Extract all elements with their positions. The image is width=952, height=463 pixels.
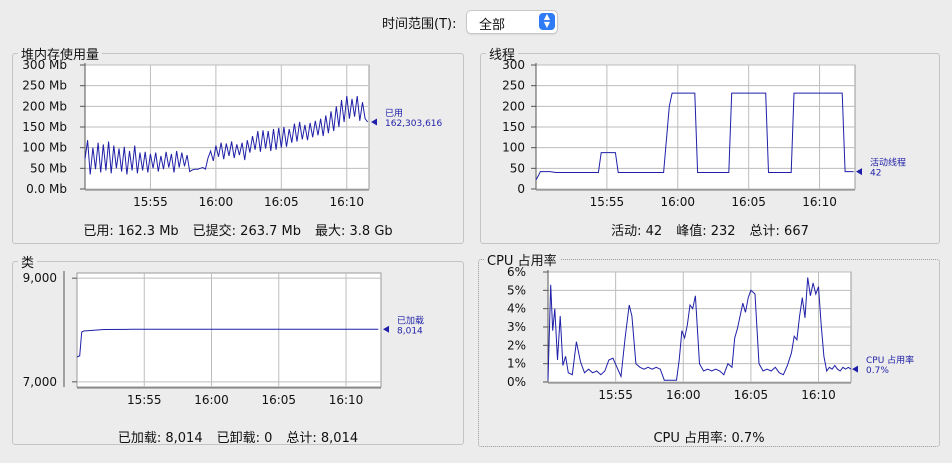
threads-series-line — [535, 92, 854, 181]
classes-x-tick-label: 16:10 — [329, 393, 364, 407]
heap-y-tick-label: 200 Mb — [22, 99, 67, 113]
cpu-x-tick-label: 15:55 — [598, 388, 633, 402]
heap-memory-chart: 0.0 Mb 50 Mb 100 Mb 150 Mb 200 Mb 250 Mb 300 M… — [22, 58, 443, 209]
cpu-panel-title: CPU 占用率 — [487, 254, 557, 269]
classes-total-text: 总计: 8,014 — [286, 431, 359, 446]
heap-x-tick-label: 15:55 — [133, 195, 168, 209]
toolbar: 时间范围(T): 全部 ▲ ▼ — [0, 0, 952, 40]
threads-marker-value: 42 — [870, 169, 881, 179]
heap-y-tick-label: 0.0 Mb — [26, 182, 67, 196]
updown-chevron-icon: ▲ ▼ — [539, 13, 555, 30]
heap-x-tick-label: 16:00 — [199, 195, 234, 209]
threads-chart: 0 50 100 150 200 250 300 15:55 16:00 16:05 16:10 活动… — [502, 58, 906, 209]
heap-x-tick-label: 16:10 — [329, 195, 364, 209]
cpu-marker-label: CPU 占用率 — [866, 354, 914, 366]
cpu-x-tick-label: 16:10 — [801, 388, 836, 402]
heap-committed-text: 已提交: 263.7 Mb — [192, 224, 302, 239]
cpu-series-line — [547, 277, 852, 381]
cpu-usage-chart: 0% 1% 2% 3% 4% 5% 6% 15:55 16:00 16:05 16:10 CPU 占用… — [507, 265, 914, 402]
classes-plot-area — [76, 272, 382, 388]
threads-panel-title: 线程 — [489, 48, 516, 63]
time-range-select[interactable]: 全部 ▲ ▼ — [466, 10, 558, 34]
cpu-y-tick-label: 0% — [507, 375, 526, 389]
heap-marker-value: 162,303,616 — [385, 119, 443, 129]
heap-y-tick-label: 50 Mb — [30, 161, 67, 175]
threads-current-value-marker — [856, 168, 862, 176]
threads-y-tick-label: 200 — [502, 99, 525, 113]
cpu-y-tick-label: 4% — [507, 302, 526, 316]
classes-series-line — [76, 328, 379, 358]
threads-y-tick-label: 100 — [502, 141, 525, 155]
threads-marker-label: 活动线程 — [870, 157, 906, 169]
threads-y-tick-label: 150 — [502, 120, 525, 134]
classes-panel-title: 类 — [21, 256, 35, 271]
time-range-label: 时间范围(T): — [382, 17, 457, 32]
threads-x-tick-label: 16:05 — [731, 195, 766, 209]
threads-y-tick-label: 300 — [502, 58, 525, 72]
heap-current-value-marker — [371, 118, 377, 126]
threads-live-text: 活动: 42 — [611, 224, 663, 239]
heap-y-tick-label: 150 Mb — [22, 120, 67, 134]
heap-y-tick-label: 300 Mb — [22, 58, 67, 72]
classes-y-tick-label: 9,000 — [23, 271, 57, 285]
cpu-x-tick-label: 16:00 — [666, 388, 701, 402]
heap-x-tick-label: 16:05 — [264, 195, 299, 209]
classes-marker-label: 已加载 — [397, 314, 424, 326]
classes-loaded-text: 已加载: 8,014 — [117, 431, 203, 446]
time-range-value: 全部 — [479, 18, 506, 33]
cpu-usage-text: CPU 占用率: 0.7% — [653, 431, 765, 446]
classes-summary: 已加载: 8,014 已卸载: 0 总计: 8,014 — [12, 427, 464, 446]
threads-y-tick-label: 250 — [502, 79, 525, 93]
classes-marker-value: 8,014 — [397, 326, 423, 336]
heap-marker-label: 已用 — [385, 108, 403, 119]
threads-y-tick-label: 0 — [517, 182, 525, 196]
threads-panel: 线程 0 50 100 150 200 250 300 15:55 16:00 16:05 16:1… — [480, 44, 940, 244]
cpu-usage-panel[interactable]: CPU 占用率 0% 1% 2% 3% 4% 5% 6% 15:55 16:00 16:05 16:… — [478, 250, 940, 447]
classes-x-tick-label: 16:00 — [194, 393, 229, 407]
cpu-y-tick-label: 5% — [507, 283, 526, 297]
heap-y-tick-label: 250 Mb — [22, 79, 67, 93]
threads-summary: 活动: 42 峰值: 232 总计: 667 — [480, 220, 940, 239]
cpu-y-tick-label: 2% — [507, 338, 526, 352]
cpu-y-tick-label: 1% — [507, 357, 526, 371]
cpu-x-tick-label: 16:05 — [734, 388, 769, 402]
heap-max-text: 最大: 3.8 Gb — [315, 224, 393, 239]
threads-x-tick-label: 16:00 — [660, 195, 695, 209]
classes-unloaded-text: 已卸载: 0 — [216, 431, 273, 446]
heap-used-text: 已用: 162.3 Mb — [83, 224, 179, 239]
classes-y-tick-label: 7,000 — [23, 375, 57, 389]
heap-summary: 已用: 162.3 Mb 已提交: 263.7 Mb 最大: 3.8 Gb — [12, 220, 464, 239]
threads-y-tick-label: 50 — [510, 161, 525, 175]
threads-x-tick-label: 16:10 — [802, 195, 837, 209]
heap-series-line — [84, 95, 369, 175]
cpu-marker-value: 0.7% — [866, 366, 889, 376]
cpu-summary: CPU 占用率: 0.7% — [478, 427, 940, 446]
classes-panel: 类 7,000 9,000 15:55 16:00 16:05 16:10 已加载 8,014… — [12, 252, 464, 446]
heap-panel-title: 堆内存使用量 — [21, 48, 100, 63]
classes-x-tick-label: 15:55 — [127, 393, 162, 407]
heap-memory-panel: 堆内存使用量 0.0 Mb 50 Mb 100 Mb 150 Mb 200 Mb 250 … — [12, 44, 464, 244]
threads-total-text: 总计: 667 — [749, 224, 809, 239]
classes-x-tick-label: 16:05 — [261, 393, 296, 407]
heap-y-tick-label: 100 Mb — [22, 141, 67, 155]
cpu-y-tick-label: 6% — [507, 265, 526, 279]
threads-peak-text: 峰值: 232 — [676, 224, 736, 239]
classes-current-value-marker — [383, 325, 389, 333]
threads-x-tick-label: 15:55 — [590, 195, 625, 209]
cpu-current-value-marker — [852, 365, 858, 373]
cpu-y-tick-label: 3% — [507, 320, 526, 334]
